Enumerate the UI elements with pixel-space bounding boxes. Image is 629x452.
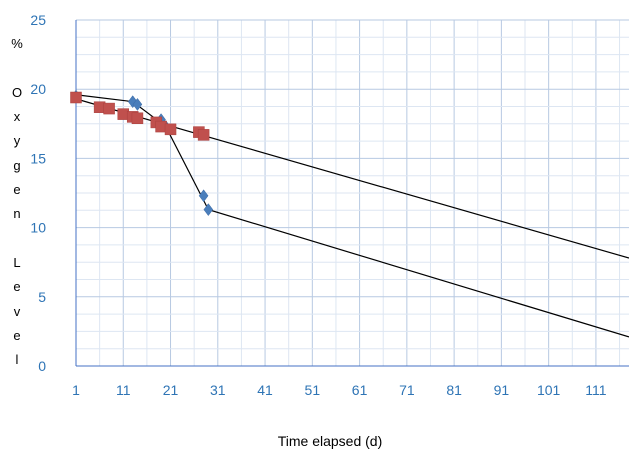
y-label-char: O — [12, 85, 22, 100]
y-label-char: e — [13, 182, 20, 197]
data-series — [70, 89, 214, 217]
y-tick-label: 5 — [38, 289, 46, 305]
y-label-char: L — [13, 255, 20, 270]
square-point — [197, 129, 210, 141]
diamond-point — [203, 203, 214, 217]
y-tick-label: 0 — [38, 358, 46, 374]
y-label-char: g — [13, 158, 20, 173]
x-tick-label: 91 — [494, 382, 510, 398]
x-tick-label: 111 — [585, 382, 606, 398]
y-label-char: v — [14, 304, 21, 319]
y-tick-label: 15 — [30, 150, 46, 166]
x-tick-label: 11 — [116, 382, 131, 398]
y-label-char: x — [14, 109, 21, 124]
axes — [75, 20, 629, 367]
square-point — [103, 102, 115, 115]
y-label-char: % — [11, 36, 23, 51]
x-tick-label: 31 — [210, 382, 226, 398]
diamond-point — [198, 189, 209, 203]
y-label-char: e — [13, 279, 20, 294]
x-tick-labels: 1 11 21 31 41 51 61 71 81 91 101 111 — [72, 382, 607, 398]
square-point — [131, 112, 144, 125]
square-point — [164, 123, 177, 136]
y-label-char: n — [13, 206, 20, 221]
x-tick-label: 61 — [352, 382, 368, 398]
x-tick-label: 81 — [446, 382, 462, 398]
y-label-char: e — [13, 328, 20, 343]
y-tick-label: 10 — [30, 220, 46, 236]
y-tick-labels: 0 5 10 15 20 25 — [30, 12, 46, 374]
x-tick-label: 1 — [72, 382, 80, 398]
square-series — [70, 91, 210, 141]
y-label-char: l — [16, 352, 19, 367]
y-label-char: y — [14, 133, 21, 148]
x-tick-label: 21 — [163, 382, 179, 398]
x-tick-label: 71 — [399, 382, 415, 398]
diamond-point — [132, 98, 143, 111]
grid-lines — [75, 19, 629, 367]
y-tick-label: 25 — [30, 12, 46, 28]
x-tick-label: 101 — [537, 382, 561, 398]
x-tick-label: 51 — [305, 382, 321, 398]
x-tick-label: 41 — [257, 382, 273, 398]
y-tick-label: 20 — [30, 81, 46, 97]
square-point — [70, 91, 82, 104]
x-axis-label: Time elapsed (d) — [278, 433, 383, 449]
